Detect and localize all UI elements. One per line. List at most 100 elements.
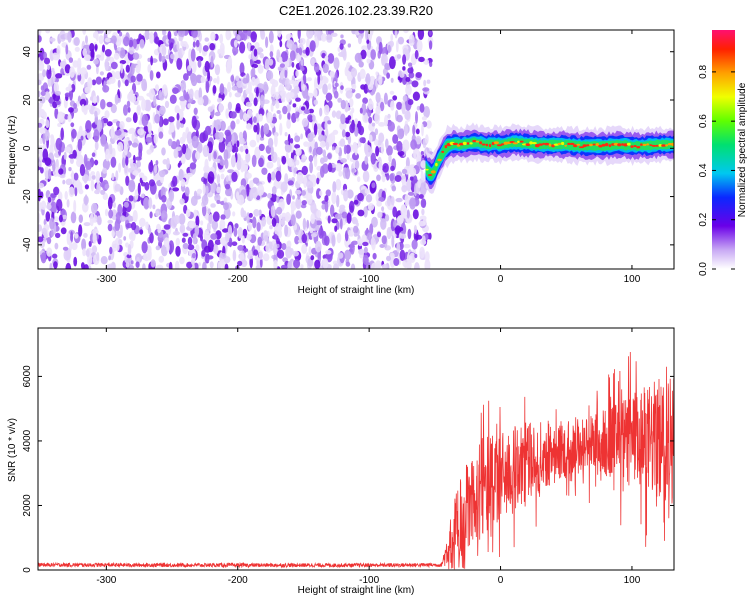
spectrogram-noise-cell [357,35,362,45]
spectrogram-trace-core [469,142,473,145]
spectrogram-noise-cell [341,129,346,138]
spectrogram-noise-cell [216,186,222,194]
spectrogram-noise-cell [367,30,373,42]
spectrogram-noise-cell [233,226,238,237]
spectrogram-noise-cell [362,170,370,183]
spectrogram-noise-cell [137,182,141,196]
spectrogram-noise-cell [52,159,56,172]
spectrogram-noise-cell [425,134,429,145]
spectrogram-noise-cell [54,242,59,250]
spectrogram-noise-cell [107,223,113,232]
spectrogram-noise-cell [142,263,146,269]
spectrogram-noise-cell [182,131,187,143]
spectrogram-noise-cell [195,39,200,48]
spectrogram-noise-cell [43,57,51,65]
spectrogram-noise-cell [94,189,100,195]
spectrogram-trace-core [651,144,657,147]
spectrogram-noise-cell [331,218,338,224]
spectrogram-noise-cell [84,184,89,190]
spectrogram-noise-cell [394,225,402,236]
spectrogram-noise-cell [178,213,186,225]
spectrogram-noise-cell [281,215,287,222]
spectrogram-trace-green [425,137,674,180]
spectrogram-noise-cell [357,192,364,202]
spectrogram-noise-cell [347,134,352,145]
spectrogram-noise-cell [389,90,395,95]
spectrogram-noise-cell [326,34,333,43]
spectrogram-noise-cell [266,70,274,81]
spectrogram-noise-cell [56,45,61,57]
spectrogram-trace-core [578,146,585,149]
spectrogram-trace-core [435,162,438,167]
spectrogram-noise-cell [253,116,257,123]
spectrogram-noise-cell [38,212,41,224]
spectrogram-noise-cell [280,220,286,226]
spectrogram-noise-cell [81,238,87,251]
spectrogram-noise-cell [406,209,410,219]
spectrogram-noise-cell [223,202,229,211]
spectrogram-noise-cell [301,190,307,196]
spectrogram-noise-cell [375,146,380,157]
spectrogram-noise-cell [216,200,221,204]
spectrogram-noise-cell [421,116,427,121]
spectrogram-noise-cell [400,204,407,217]
spectrogram-noise-cell [55,232,61,239]
spectrogram-noise-cell [130,63,135,75]
spectrogram-noise-cell [279,122,283,136]
spectrogram-noise-cell [38,61,42,66]
spectrogram-noise-cell [64,190,68,200]
spectrogram-noise-cell [38,35,42,43]
spectrogram-noise-cell [118,239,123,245]
spectrogram-noise-cell [94,44,98,51]
spectrogram-noise-cell [132,112,138,124]
spectrogram-noise-cell [100,256,108,265]
spectrogram-noise-cell [300,59,304,66]
spectrogram-noise-cell [378,122,386,127]
spectrogram-noise-cell [297,194,301,200]
spectrogram-noise-cell [82,30,87,35]
spectrogram-noise-cell [205,185,209,195]
spectrogram-noise-cell [102,167,108,174]
spectrogram-noise-cell [388,154,392,163]
spectrogram-y-tick-label: -40 [22,237,33,252]
spectrogram-noise-cell [415,72,423,78]
spectrogram-noise-cell [143,197,150,210]
spectrogram-noise-cell [84,194,88,206]
spectrogram-noise-cell [349,123,355,134]
spectrogram-noise-cell [55,90,61,96]
spectrogram-noise-cell [48,168,52,180]
spectrogram-noise-cell [154,36,160,45]
spectrogram-noise-cell [87,104,91,111]
spectrogram-noise-cell [77,63,81,76]
spectrogram-noise-cell [40,252,47,264]
spectrogram-noise-cell [137,95,144,101]
spectrogram-noise-cell [123,201,129,208]
spectrogram-noise-cell [420,160,427,169]
spectrogram-noise-cell [227,81,231,93]
spectrogram-noise-cell [295,97,301,102]
spectrogram-noise-cell [198,87,203,101]
spectrogram-noise-cell [300,133,303,140]
spectrogram-trace-core [649,144,653,147]
spectrogram-noise-cell [232,211,236,217]
spectrogram-noise-cell [90,50,95,58]
spectrogram-noise-cell [173,214,180,225]
spectrogram-noise-cell [172,175,178,187]
spectrogram-noise-cell [104,183,110,190]
spectrogram-noise-cell [170,53,175,60]
spectrogram-noise-cell [287,112,291,121]
spectrogram-noise-cell [80,67,87,75]
spectrogram-noise-cell [269,225,273,230]
spectrogram-noise-cell [150,259,156,268]
spectrogram-noise-cell [320,165,325,178]
spectrogram-noise-cell [273,243,278,256]
spectrogram-noise-cell [132,170,139,176]
spectrogram-noise-cell [276,206,283,215]
spectrogram-noise-cell [168,240,175,254]
spectrogram-noise-cell [396,241,401,253]
spectrogram-noise-cell [193,190,198,199]
spectrogram-noise-cell [50,201,57,214]
spectrogram-noise-cell [289,248,294,255]
spectrogram-noise-cell [259,257,263,268]
